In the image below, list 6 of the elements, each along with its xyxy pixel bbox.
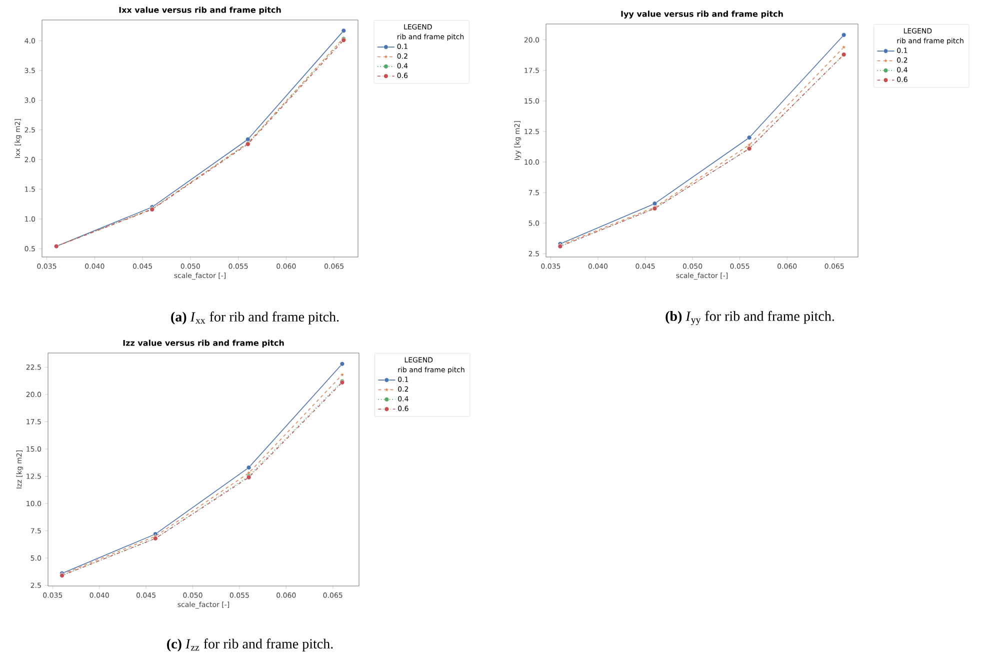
text: (a) I$_{xx}$ for rib and frame pitch. (171, 312, 339, 324)
text: (b) I$_{yy}$ for rib and frame pitch. (666, 310, 834, 326)
chart-title: Ixx value versus rib and frame pitch (119, 6, 281, 14)
chart-title: Izz value versus rib and frame pitch (123, 340, 284, 348)
text: (c) I$_{zz}$ for rib and frame pitch. (167, 638, 333, 652)
chart-title: Iyy value versus rib and frame pitch (621, 10, 783, 18)
